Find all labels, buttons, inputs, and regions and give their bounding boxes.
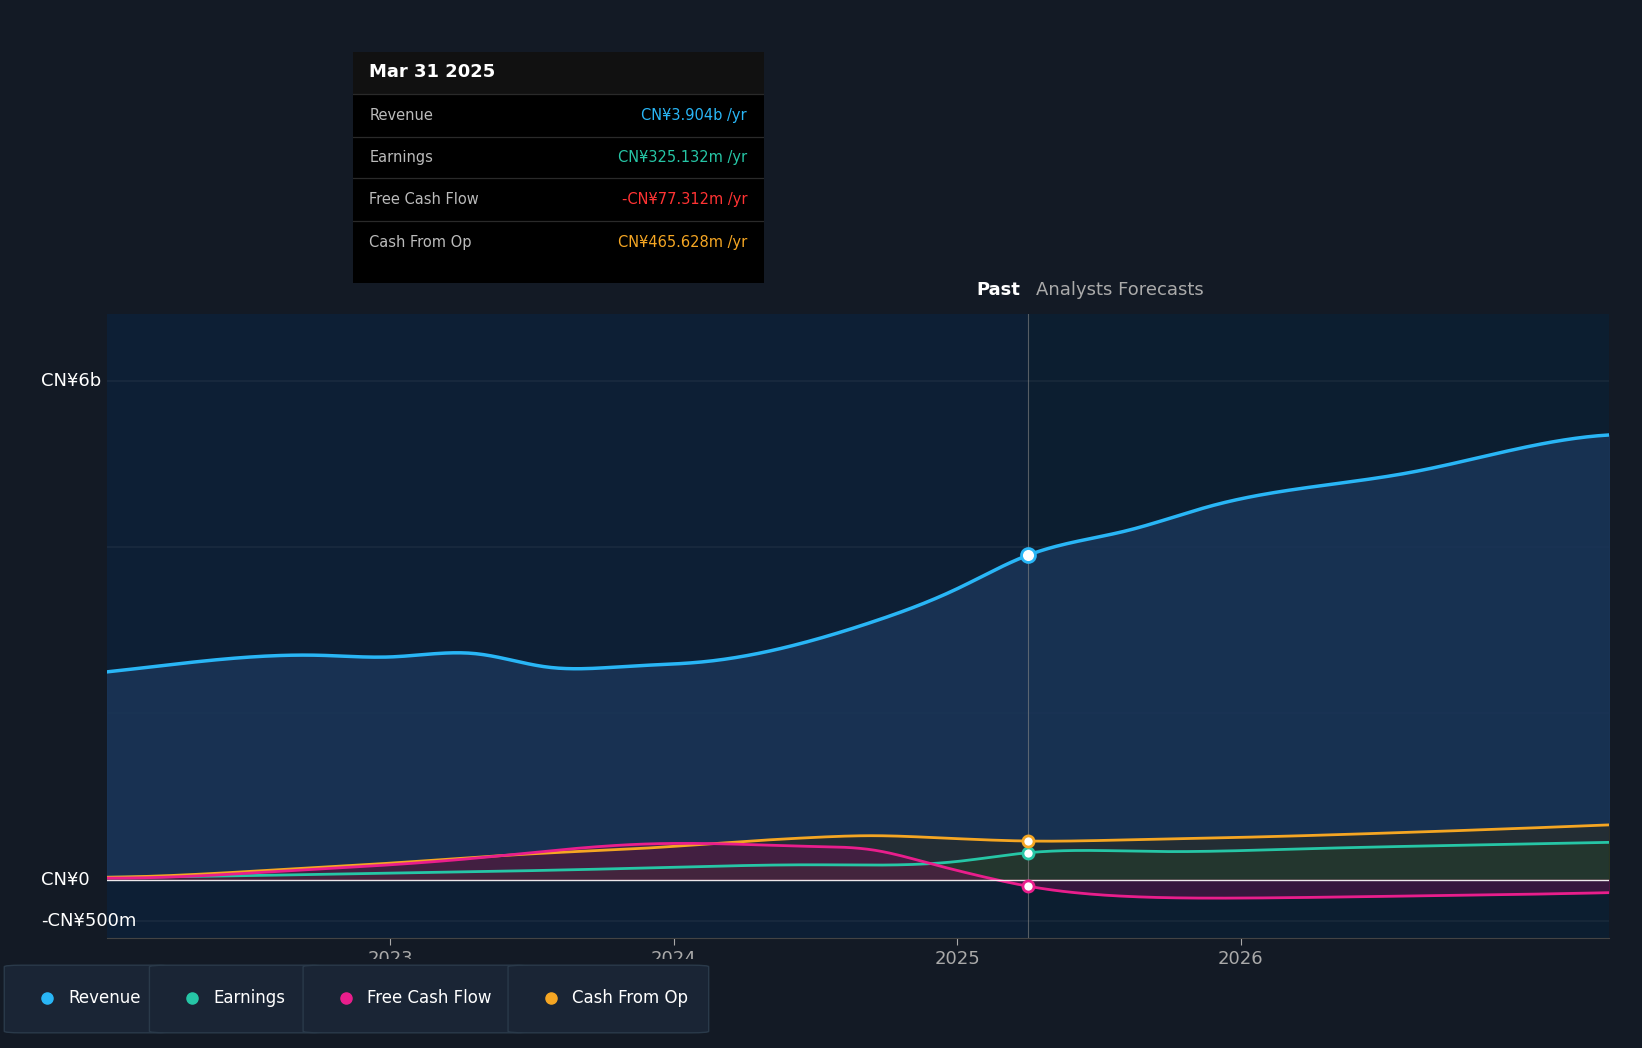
Text: CN¥3.904b /yr: CN¥3.904b /yr xyxy=(642,108,747,124)
Text: Cash From Op: Cash From Op xyxy=(369,235,471,250)
Bar xyxy=(107,314,1028,938)
Text: CN¥6b: CN¥6b xyxy=(41,372,102,390)
Text: Analysts Forecasts: Analysts Forecasts xyxy=(1036,281,1204,299)
Text: -CN¥500m: -CN¥500m xyxy=(41,913,136,931)
FancyBboxPatch shape xyxy=(507,965,709,1033)
Text: Free Cash Flow: Free Cash Flow xyxy=(369,193,479,208)
Text: CN¥0: CN¥0 xyxy=(41,871,90,889)
Text: Revenue: Revenue xyxy=(369,108,433,124)
Text: Cash From Op: Cash From Op xyxy=(571,989,688,1007)
Text: Free Cash Flow: Free Cash Flow xyxy=(368,989,491,1007)
Text: Mar 31 2025: Mar 31 2025 xyxy=(369,63,496,81)
Text: Earnings: Earnings xyxy=(369,150,433,165)
Text: -CN¥77.312m /yr: -CN¥77.312m /yr xyxy=(622,193,747,208)
Text: Earnings: Earnings xyxy=(213,989,286,1007)
Text: Past: Past xyxy=(975,281,1020,299)
Text: CN¥465.628m /yr: CN¥465.628m /yr xyxy=(617,235,747,250)
Bar xyxy=(353,52,764,94)
FancyBboxPatch shape xyxy=(304,965,529,1033)
FancyBboxPatch shape xyxy=(5,965,171,1033)
Text: Revenue: Revenue xyxy=(69,989,141,1007)
FancyBboxPatch shape xyxy=(149,965,325,1033)
Text: CN¥325.132m /yr: CN¥325.132m /yr xyxy=(617,150,747,165)
Bar xyxy=(1028,314,1609,938)
